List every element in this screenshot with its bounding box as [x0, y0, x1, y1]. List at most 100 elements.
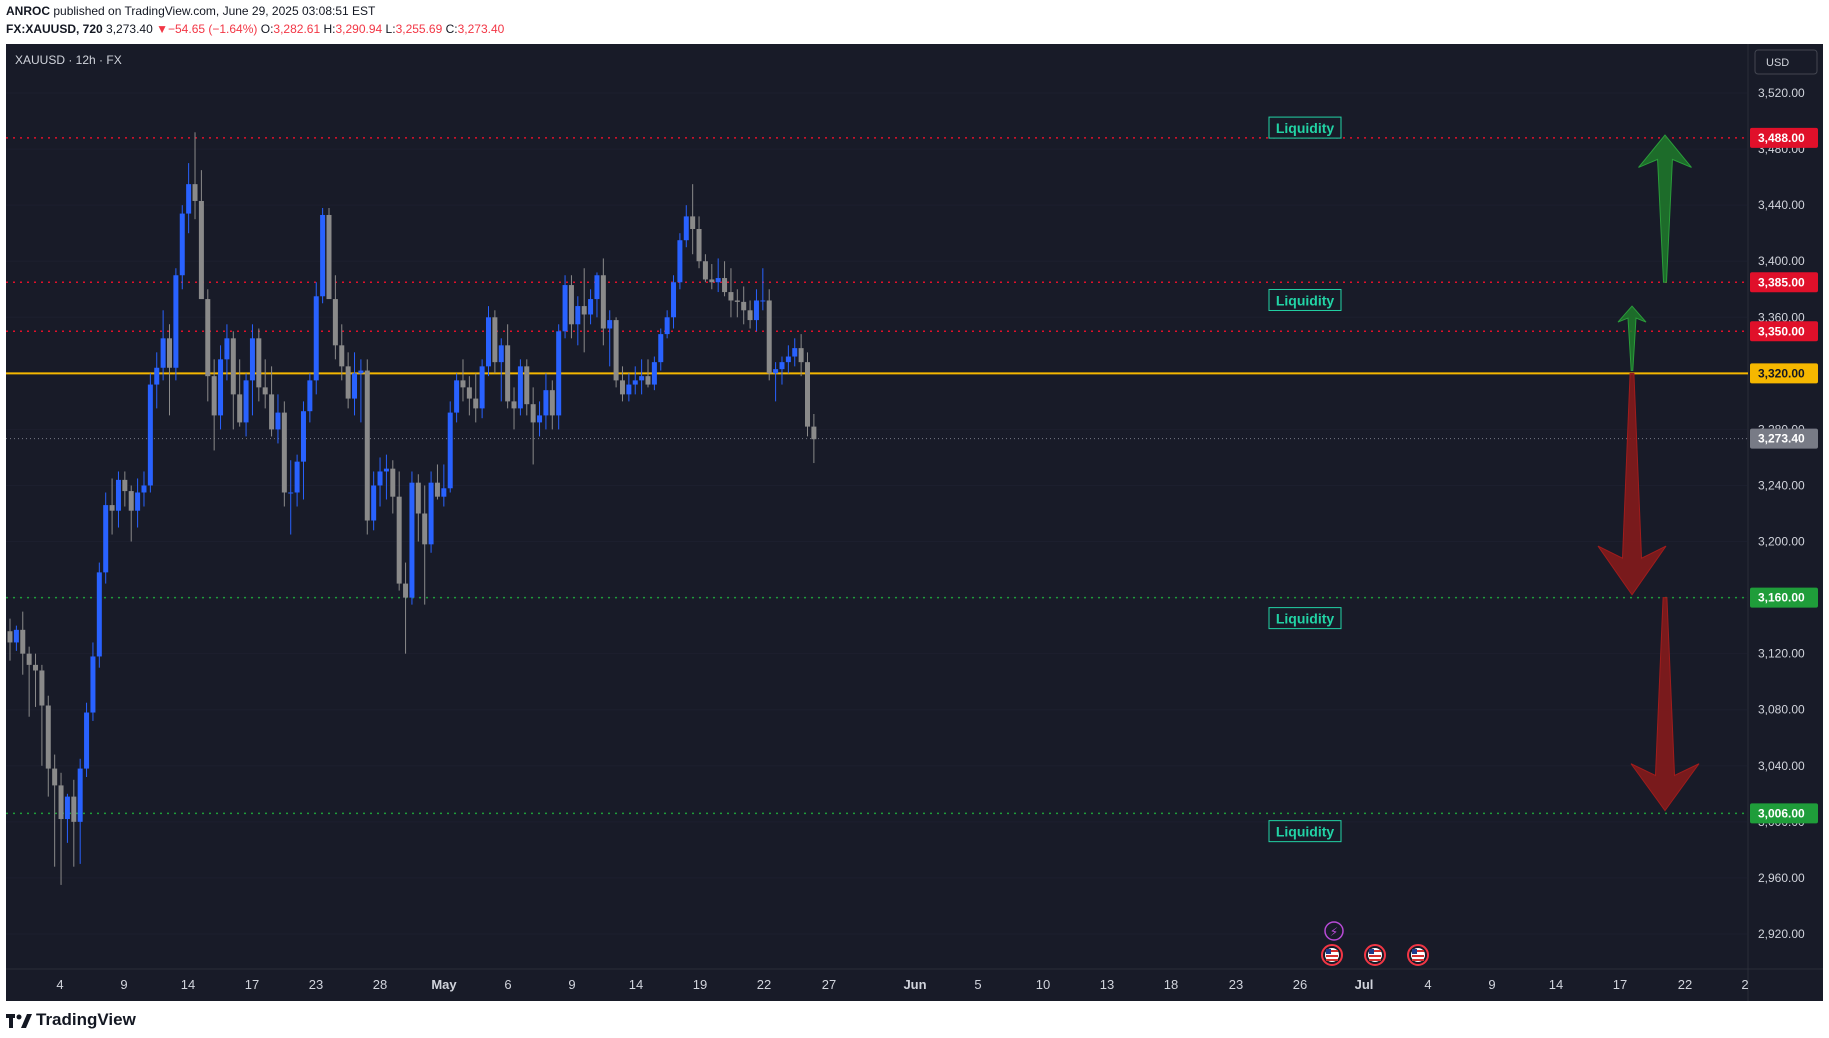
candle-body: [345, 366, 351, 399]
us-flag-event-icon[interactable]: [1321, 944, 1343, 966]
price-level-tag-text: 3,320.00: [1758, 366, 1805, 380]
candle-body: [135, 492, 141, 511]
candle-body: [186, 184, 192, 214]
time-tick-label: 14: [629, 977, 643, 992]
candle-body: [766, 300, 772, 374]
candle-body: [428, 482, 434, 545]
candle: [626, 373, 632, 402]
candle-body: [671, 282, 677, 318]
candle-body: [26, 653, 32, 665]
price-tick-label: 3,400.00: [1758, 254, 1805, 268]
candle: [479, 359, 485, 419]
candle: [141, 471, 147, 507]
open-value: 3,282.61: [273, 22, 321, 36]
chart-pane[interactable]: [6, 44, 1748, 969]
candle: [690, 184, 696, 255]
candle: [326, 207, 332, 300]
candle: [588, 289, 594, 325]
candle: [651, 356, 657, 391]
candle-body: [479, 366, 485, 409]
footer-brand: TradingView: [36, 1010, 136, 1029]
candle-body: [154, 367, 160, 385]
candle: [486, 306, 491, 377]
price-axis[interactable]: [1748, 44, 1823, 969]
price-tick-label: 3,040.00: [1758, 759, 1805, 773]
candle-body: [792, 348, 798, 357]
candle-body: [77, 768, 83, 822]
candle-body: [109, 505, 115, 511]
candle: [128, 485, 134, 542]
candle: [428, 471, 434, 553]
candle: [741, 286, 747, 325]
us-flag-event-icon[interactable]: [1364, 944, 1386, 966]
time-tick-label: 4: [56, 977, 63, 992]
candle-body: [473, 398, 479, 409]
candle: [364, 359, 370, 535]
candle-body: [377, 471, 383, 486]
flash-event-icon[interactable]: [1324, 921, 1344, 941]
time-tick-label: 14: [1549, 977, 1563, 992]
candle: [192, 132, 198, 220]
candle-body: [785, 356, 791, 363]
candle: [269, 366, 275, 437]
candle-body: [307, 380, 313, 412]
candle: [524, 359, 530, 416]
candle-body: [71, 796, 77, 822]
candle: [218, 345, 224, 430]
candle: [447, 401, 453, 493]
candle: [747, 300, 753, 329]
candle-body: [320, 214, 326, 297]
candle-body: [179, 213, 185, 276]
candle-body: [332, 299, 338, 346]
candle: [779, 356, 785, 385]
author-name: ANROC: [6, 4, 50, 18]
candle: [798, 334, 804, 377]
candle-body: [422, 513, 428, 545]
liquidity-label: Liquidity: [1268, 116, 1342, 139]
price-level-tag: [1750, 587, 1818, 608]
candle: [556, 324, 562, 430]
candle-body: [7, 631, 13, 643]
last-price-tag: [1750, 428, 1818, 449]
candle-body: [734, 300, 740, 302]
time-tick-label: 5: [974, 977, 981, 992]
candle-body: [403, 583, 409, 598]
price-level-tag: [1750, 272, 1818, 293]
candle: [805, 352, 810, 437]
time-axis[interactable]: [6, 969, 1748, 1001]
liquidity-label-box: [1268, 607, 1342, 630]
candle: [537, 401, 543, 437]
candle-body: [211, 376, 217, 416]
candle-body: [409, 482, 415, 598]
candle-body: [466, 387, 472, 399]
liquidity-label-text: Liquidity: [1276, 824, 1335, 840]
candle-body: [84, 712, 90, 769]
price-level-tag-text: 3,350.00: [1758, 324, 1805, 338]
time-tick-label: 10: [1036, 977, 1050, 992]
candle: [677, 233, 683, 290]
candle-body: [167, 338, 172, 368]
candle: [33, 653, 39, 707]
candle: [345, 352, 351, 409]
candle: [619, 366, 625, 402]
candle-body: [753, 300, 759, 321]
price-level-tag: [1750, 127, 1818, 148]
candle: [64, 793, 70, 843]
candle: [332, 275, 338, 360]
candle-body: [262, 387, 268, 395]
candle-body: [128, 491, 134, 511]
currency-button[interactable]: [1754, 49, 1818, 75]
candle-body: [549, 390, 555, 416]
candle-body: [447, 412, 453, 489]
time-tick-label: 22: [1678, 977, 1692, 992]
candle-body: [715, 278, 721, 283]
candle-body: [773, 369, 779, 374]
candle: [77, 758, 83, 864]
candle: [594, 272, 600, 318]
candle: [281, 401, 287, 507]
us-flag-event-icon[interactable]: [1407, 944, 1429, 966]
change-text: −54.65 (−1.64%): [168, 22, 258, 36]
candle: [135, 478, 141, 528]
candle-body: [33, 664, 39, 671]
